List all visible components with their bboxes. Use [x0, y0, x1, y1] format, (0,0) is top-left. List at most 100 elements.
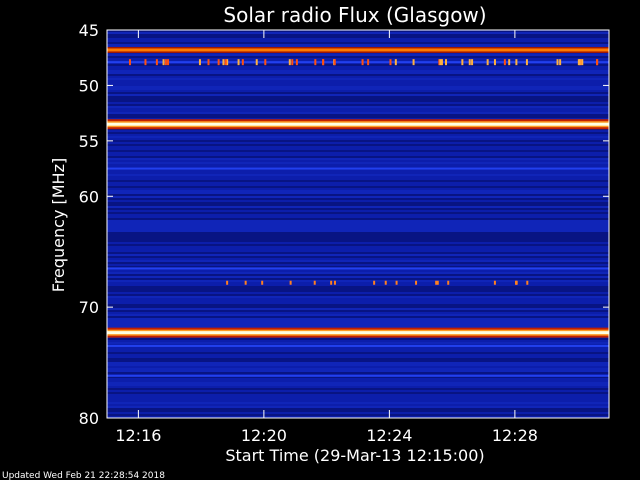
spectrogram-streak	[107, 276, 609, 278]
y-tick-label: 55	[79, 132, 99, 151]
spectrogram-streak	[107, 354, 609, 356]
spectrogram-streak	[107, 248, 609, 250]
burst-mark	[207, 59, 210, 66]
bright-band	[107, 48, 609, 52]
spectrogram-streak	[107, 410, 609, 412]
spectrogram-streak	[107, 350, 609, 352]
spectrogram-streak	[107, 316, 609, 318]
spectrogram-streak	[107, 402, 609, 404]
spectrogram-streak	[107, 370, 609, 372]
spectrogram-streak	[107, 138, 609, 140]
spectrogram-streak	[107, 298, 609, 300]
spectrogram-streak	[107, 164, 609, 166]
spectrogram-streak	[107, 34, 609, 36]
spectrogram-streak	[107, 304, 609, 306]
burst-mark	[226, 280, 229, 285]
spectrogram-streak	[107, 346, 609, 348]
spectrogram-bursts	[128, 59, 599, 285]
burst-mark	[261, 280, 264, 285]
spectrogram-streak	[107, 92, 609, 94]
spectrogram-streaks	[107, 30, 609, 418]
burst-mark	[330, 280, 333, 285]
spectrogram-streak	[107, 228, 609, 230]
x-tick-label: 12:28	[492, 426, 538, 445]
burst-mark	[577, 59, 580, 66]
burst-mark	[167, 59, 170, 66]
weak-band	[107, 61, 609, 64]
spectrogram-streak	[107, 236, 609, 238]
y-tick-label: 80	[79, 409, 99, 428]
spectrogram-streak	[107, 238, 609, 240]
spectrogram-streak	[107, 66, 609, 68]
spectrogram-bands	[107, 46, 609, 377]
spectrogram-streak	[107, 54, 609, 56]
spectrogram-streak	[107, 258, 609, 260]
spectrogram-streak	[107, 200, 609, 202]
burst-mark	[596, 59, 599, 66]
spectrogram-streak	[107, 386, 609, 388]
spectrogram-streak	[107, 198, 609, 200]
spectrogram-streak	[107, 326, 609, 328]
burst-mark	[503, 59, 506, 66]
burst-mark	[313, 280, 316, 285]
spectrogram-streak	[107, 270, 609, 272]
spectrogram-streak	[107, 348, 609, 350]
spectrogram-streak	[107, 170, 609, 172]
burst-mark	[581, 59, 584, 66]
spectrogram-streak	[107, 280, 609, 282]
spectrogram-streak	[107, 266, 609, 268]
weak-band	[107, 374, 609, 377]
burst-mark	[559, 59, 562, 66]
spectrogram-streak	[107, 254, 609, 256]
spectrogram-streak	[107, 224, 609, 226]
spectrogram-streak	[107, 382, 609, 384]
burst-mark	[461, 59, 464, 66]
spectrogram-streak	[107, 356, 609, 358]
spectrogram-streak	[107, 264, 609, 266]
burst-mark	[155, 59, 158, 66]
spectrogram-streak	[107, 218, 609, 220]
spectrogram-streak	[107, 176, 609, 178]
burst-mark	[333, 280, 336, 285]
spectrogram-streak	[107, 274, 609, 276]
spectrogram-streak	[107, 184, 609, 186]
burst-mark	[198, 59, 201, 66]
burst-mark	[394, 59, 397, 66]
spectrogram-streak	[107, 306, 609, 308]
burst-mark	[389, 59, 392, 66]
spectrogram-streak	[107, 230, 609, 232]
y-axis-label: Frequency [MHz]	[49, 158, 68, 292]
spectrogram-streak	[107, 86, 609, 88]
spectrogram-streak	[107, 64, 609, 66]
burst-mark	[333, 59, 336, 66]
burst-mark	[515, 280, 518, 285]
spectrogram-streak	[107, 296, 609, 298]
spectrogram-streak	[107, 312, 609, 314]
spectrogram-streak	[107, 320, 609, 322]
spectrogram-streak	[107, 60, 609, 62]
burst-mark	[471, 59, 474, 66]
spectrogram-streak	[107, 278, 609, 280]
burst-mark	[226, 59, 229, 66]
spectrogram-streak	[107, 372, 609, 374]
spectrogram-streak	[107, 250, 609, 252]
spectrogram-streak	[107, 70, 609, 72]
spectrogram-streak	[107, 342, 609, 344]
burst-mark	[435, 280, 438, 285]
spectrogram-streak	[107, 188, 609, 190]
burst-mark	[486, 59, 489, 66]
spectrogram-streak	[107, 192, 609, 194]
spectrogram-streak	[107, 358, 609, 360]
spectrogram-streak	[107, 32, 609, 34]
burst-mark	[508, 59, 511, 66]
spectrogram-streak	[107, 142, 609, 144]
burst-mark	[493, 59, 496, 66]
plot-area	[106, 29, 610, 419]
burst-mark	[264, 59, 267, 66]
spectrogram-streak	[107, 398, 609, 400]
burst-mark	[373, 280, 376, 285]
spectrogram-streak	[107, 174, 609, 176]
spectrogram-streak	[107, 412, 609, 414]
burst-mark	[526, 280, 529, 285]
burst-mark	[237, 59, 240, 66]
